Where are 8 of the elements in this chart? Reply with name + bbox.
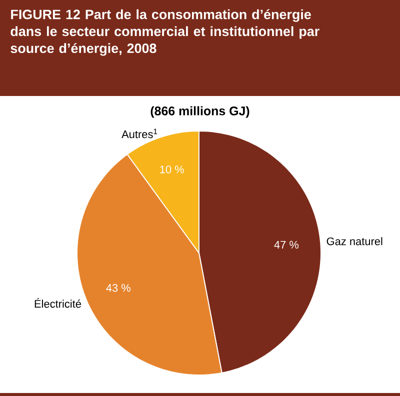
chart-subtitle: (866 millions GJ) xyxy=(150,106,250,118)
data-label: 47 % xyxy=(274,240,299,249)
chart-title: FIGURE 12 Part de la consommation d’énergie dans le secteur commercial et institutionnel par source d’énergie, 2008 xyxy=(10,9,320,56)
slice-label: Autres$^{1}$ xyxy=(122,128,158,138)
slice-label: Gaz naturel xyxy=(326,237,382,246)
data-label: 43 % xyxy=(106,284,130,292)
slice-label: Électricité xyxy=(34,298,81,308)
data-label: 10 % xyxy=(160,166,184,174)
